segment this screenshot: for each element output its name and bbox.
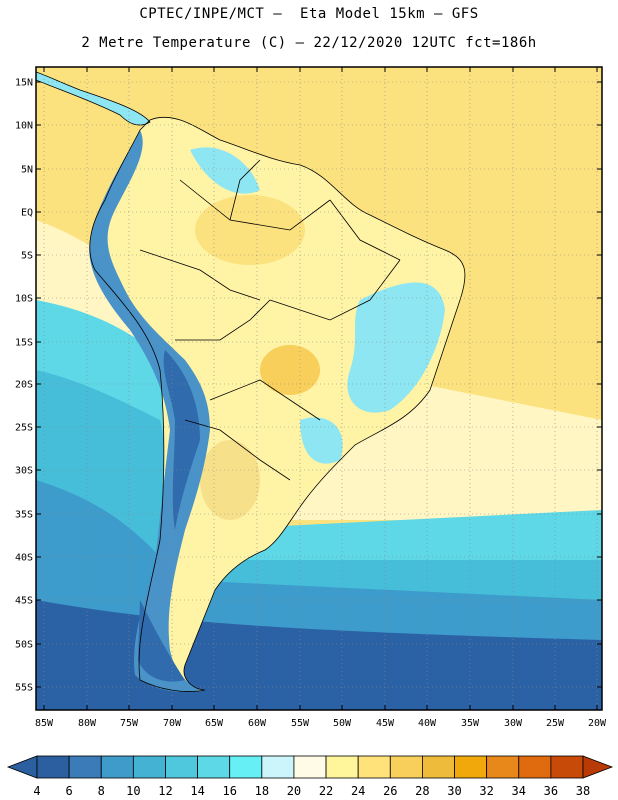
colorbar-swatch: [550, 755, 584, 779]
andes-high-peaks: [163, 350, 200, 530]
brazil-highlands: [347, 282, 445, 413]
map-frame: [35, 66, 603, 711]
lon-label: 80W: [78, 718, 97, 729]
lon-label: 40W: [418, 718, 437, 729]
hot-patch-central: [260, 345, 320, 395]
lon-label: 35W: [461, 718, 480, 729]
colorbar-swatch: [68, 755, 102, 779]
colorbar-label: 26: [383, 784, 397, 798]
colorbar-label: 38: [576, 784, 590, 798]
colorbar-label: 30: [447, 784, 461, 798]
axis-ticks: [36, 67, 602, 710]
colorbar-swatch: [197, 755, 231, 779]
colorbar-swatch: [293, 755, 327, 779]
lon-label: 25W: [546, 718, 565, 729]
colorbar-label: 32: [479, 784, 493, 798]
colorbar-swatch: [165, 755, 198, 779]
warm-patch-argentina: [200, 440, 260, 520]
colorbar-swatch: [422, 755, 455, 779]
map-title-line2: 2 Metre Temperature (C) – 22/12/2020 12U…: [81, 35, 537, 51]
central-america: [36, 71, 151, 126]
colorbar-label: 24: [351, 784, 365, 798]
colorbar-label: 22: [319, 784, 333, 798]
colorbar-label: 8: [98, 784, 105, 798]
lat-label: 5S: [21, 251, 33, 262]
colorbar-swatch: [325, 755, 359, 779]
colorbar-label: 36: [544, 784, 558, 798]
lat-label: 40S: [15, 553, 33, 564]
map-field: [36, 67, 602, 710]
lat-label: 5N: [21, 165, 33, 176]
lat-labels: 15N 10N 5N EQ 5S 10S 15S 20S 25S 30S 35S 40S 45S 50S 5…: [15, 78, 33, 694]
colorbar-swatch: [389, 755, 423, 779]
colorbar-label: 4: [33, 784, 40, 798]
lat-label: 25S: [15, 423, 33, 434]
lon-label: 30W: [504, 718, 523, 729]
lon-label: 70W: [163, 718, 182, 729]
lat-label: 50S: [15, 640, 33, 651]
lon-label: 60W: [248, 718, 267, 729]
venezuela-cool: [190, 147, 260, 194]
colorbar-swatch: [486, 755, 520, 779]
south-america-land: [89, 117, 465, 692]
colorbar-swatch: [36, 755, 70, 779]
map-title-line1: CPTEC/INPE/MCT – Eta Model 15km – GFS: [139, 6, 479, 22]
colorbar-label: 16: [222, 784, 236, 798]
colorbar-label: 14: [190, 784, 204, 798]
lat-label: 35S: [15, 510, 33, 521]
colorbar-swatch: [229, 755, 263, 779]
colorbar-swatch: [518, 755, 552, 779]
colorbar-swatch: [357, 755, 391, 779]
colorbar: 4 6 8 10 12 14 16 18 20 22 24 26 28 30 32 34 36 38: [6, 755, 614, 798]
lat-label: EQ: [21, 208, 33, 219]
colorbar-high-arrow: [582, 755, 614, 779]
lon-labels: 85W 80W 75W 70W 65W 60W 55W 50W 45W 40W 35W 30W 25W 2…: [35, 718, 607, 729]
colorbar-label: 10: [126, 784, 140, 798]
lat-label: 45S: [15, 596, 33, 607]
lon-label: 45W: [376, 718, 395, 729]
lat-label: 55S: [15, 683, 33, 694]
colorbar-low-arrow: [6, 755, 38, 779]
colorbar-label: 34: [512, 784, 526, 798]
patagonia-cold: [138, 600, 185, 682]
colorbar-label: 6: [66, 784, 73, 798]
lon-label: 65W: [205, 718, 224, 729]
lon-label: 85W: [35, 718, 54, 729]
lon-label: 75W: [120, 718, 139, 729]
lat-label: 10N: [15, 121, 33, 132]
lon-label: 20W: [588, 718, 607, 729]
warm-patch-amazon: [195, 195, 305, 265]
colorbar-swatch: [261, 755, 295, 779]
lat-label: 20S: [15, 380, 33, 391]
colorbar-label: 12: [158, 784, 172, 798]
lon-label: 55W: [291, 718, 310, 729]
colorbar-label: 20: [287, 784, 301, 798]
colorbar-swatch: [132, 755, 166, 779]
lat-label: 15S: [15, 338, 33, 349]
colorbar-label: 18: [255, 784, 269, 798]
colorbar-swatch: [100, 755, 134, 779]
colorbar-label: 28: [415, 784, 429, 798]
lat-label: 15N: [15, 78, 33, 89]
colorbar-swatch: [454, 755, 488, 779]
lat-label: 30S: [15, 466, 33, 477]
lon-label: 50W: [333, 718, 352, 729]
south-brazil-cool: [300, 417, 343, 464]
lat-label: 10S: [15, 294, 33, 305]
